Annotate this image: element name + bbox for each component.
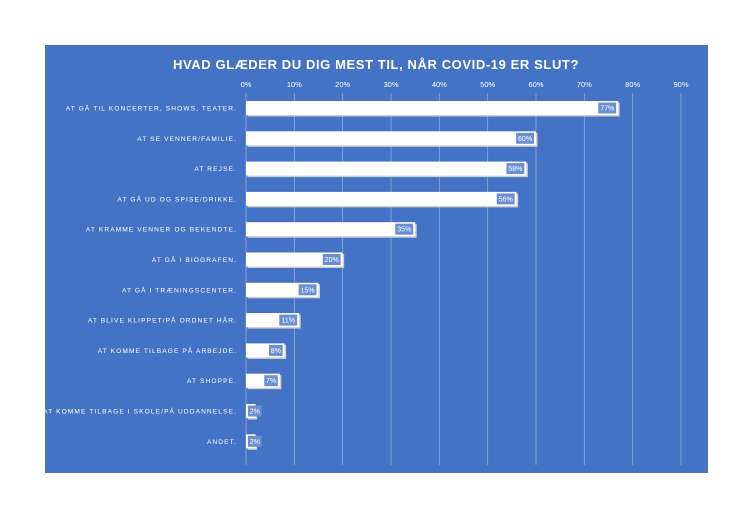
data-label: 15% — [301, 287, 315, 294]
bar — [246, 252, 343, 267]
data-label: 60% — [518, 136, 532, 143]
bar-chart: HVAD GLÆDER DU DIG MEST TIL, NÅR COVID-1… — [45, 57, 689, 465]
category-label: AT SE VENNER/FAMILIE. — [137, 136, 237, 143]
x-tick-label: 90% — [673, 80, 688, 89]
data-label-background — [516, 132, 534, 144]
x-tick-label: 0% — [241, 80, 252, 89]
x-tick-label: 80% — [625, 80, 640, 89]
x-tick-label: 30% — [383, 80, 398, 89]
data-label: 11% — [281, 318, 295, 325]
data-label-background — [264, 375, 278, 387]
data-label-background — [496, 193, 515, 205]
data-label-background — [248, 405, 262, 417]
data-label: 2% — [250, 409, 260, 416]
bar — [246, 161, 527, 176]
chart-panel: HVAD GLÆDER DU DIG MEST TIL, NÅR COVID-1… — [45, 45, 708, 473]
x-tick-label: 70% — [577, 80, 592, 89]
data-label-background — [298, 284, 317, 296]
data-label: 58% — [508, 166, 522, 173]
category-label: AT GÅ I BIOGRAFEN. — [152, 255, 237, 264]
data-label: 7% — [266, 378, 276, 385]
bar — [246, 191, 517, 206]
bar — [246, 222, 416, 237]
bar — [246, 131, 536, 146]
data-label: 77% — [600, 106, 614, 113]
data-label-background — [269, 344, 283, 356]
category-label: AT SHOPPE. — [187, 378, 237, 385]
data-label: 35% — [397, 227, 411, 234]
data-label: 2% — [250, 439, 260, 446]
data-label-background — [395, 223, 414, 235]
data-label: 56% — [499, 196, 513, 203]
data-label-background — [279, 314, 298, 326]
category-label: ANDET. — [207, 439, 237, 446]
category-label: AT GÅ TIL KONCERTER, SHOWS, TEATER. — [66, 104, 237, 113]
chart-title: HVAD GLÆDER DU DIG MEST TIL, NÅR COVID-1… — [173, 57, 579, 72]
data-label: 20% — [325, 257, 339, 264]
data-label-background — [506, 163, 525, 175]
x-tick-label: 20% — [335, 80, 350, 89]
data-label-background — [248, 435, 262, 447]
category-label: AT KOMME TILBAGE I SKOLE/PÅ UDDANNELSE. — [45, 407, 237, 416]
x-tick-label: 60% — [528, 80, 543, 89]
x-tick-label: 40% — [432, 80, 447, 89]
category-label: AT KRAMME VENNER OG BEKENDTE. — [86, 227, 237, 234]
category-label: AT BLIVE KLIPPET/PÅ ORDNET HÅR. — [88, 316, 237, 325]
data-label-background — [322, 254, 341, 265]
category-label: AT GÅ I TRÆNINGSCENTER. — [122, 285, 237, 294]
category-label: AT GÅ UD OG SPISE/DRIKKE. — [117, 194, 237, 203]
data-label-background — [598, 102, 617, 114]
x-tick-label: 50% — [480, 80, 495, 89]
bar — [246, 101, 619, 115]
category-label: AT KOMME TILBAGE PÅ ARBEJDE. — [98, 346, 237, 355]
category-label: AT REJSE. — [194, 166, 237, 173]
x-tick-label: 10% — [287, 80, 302, 89]
data-label: 8% — [271, 348, 281, 355]
